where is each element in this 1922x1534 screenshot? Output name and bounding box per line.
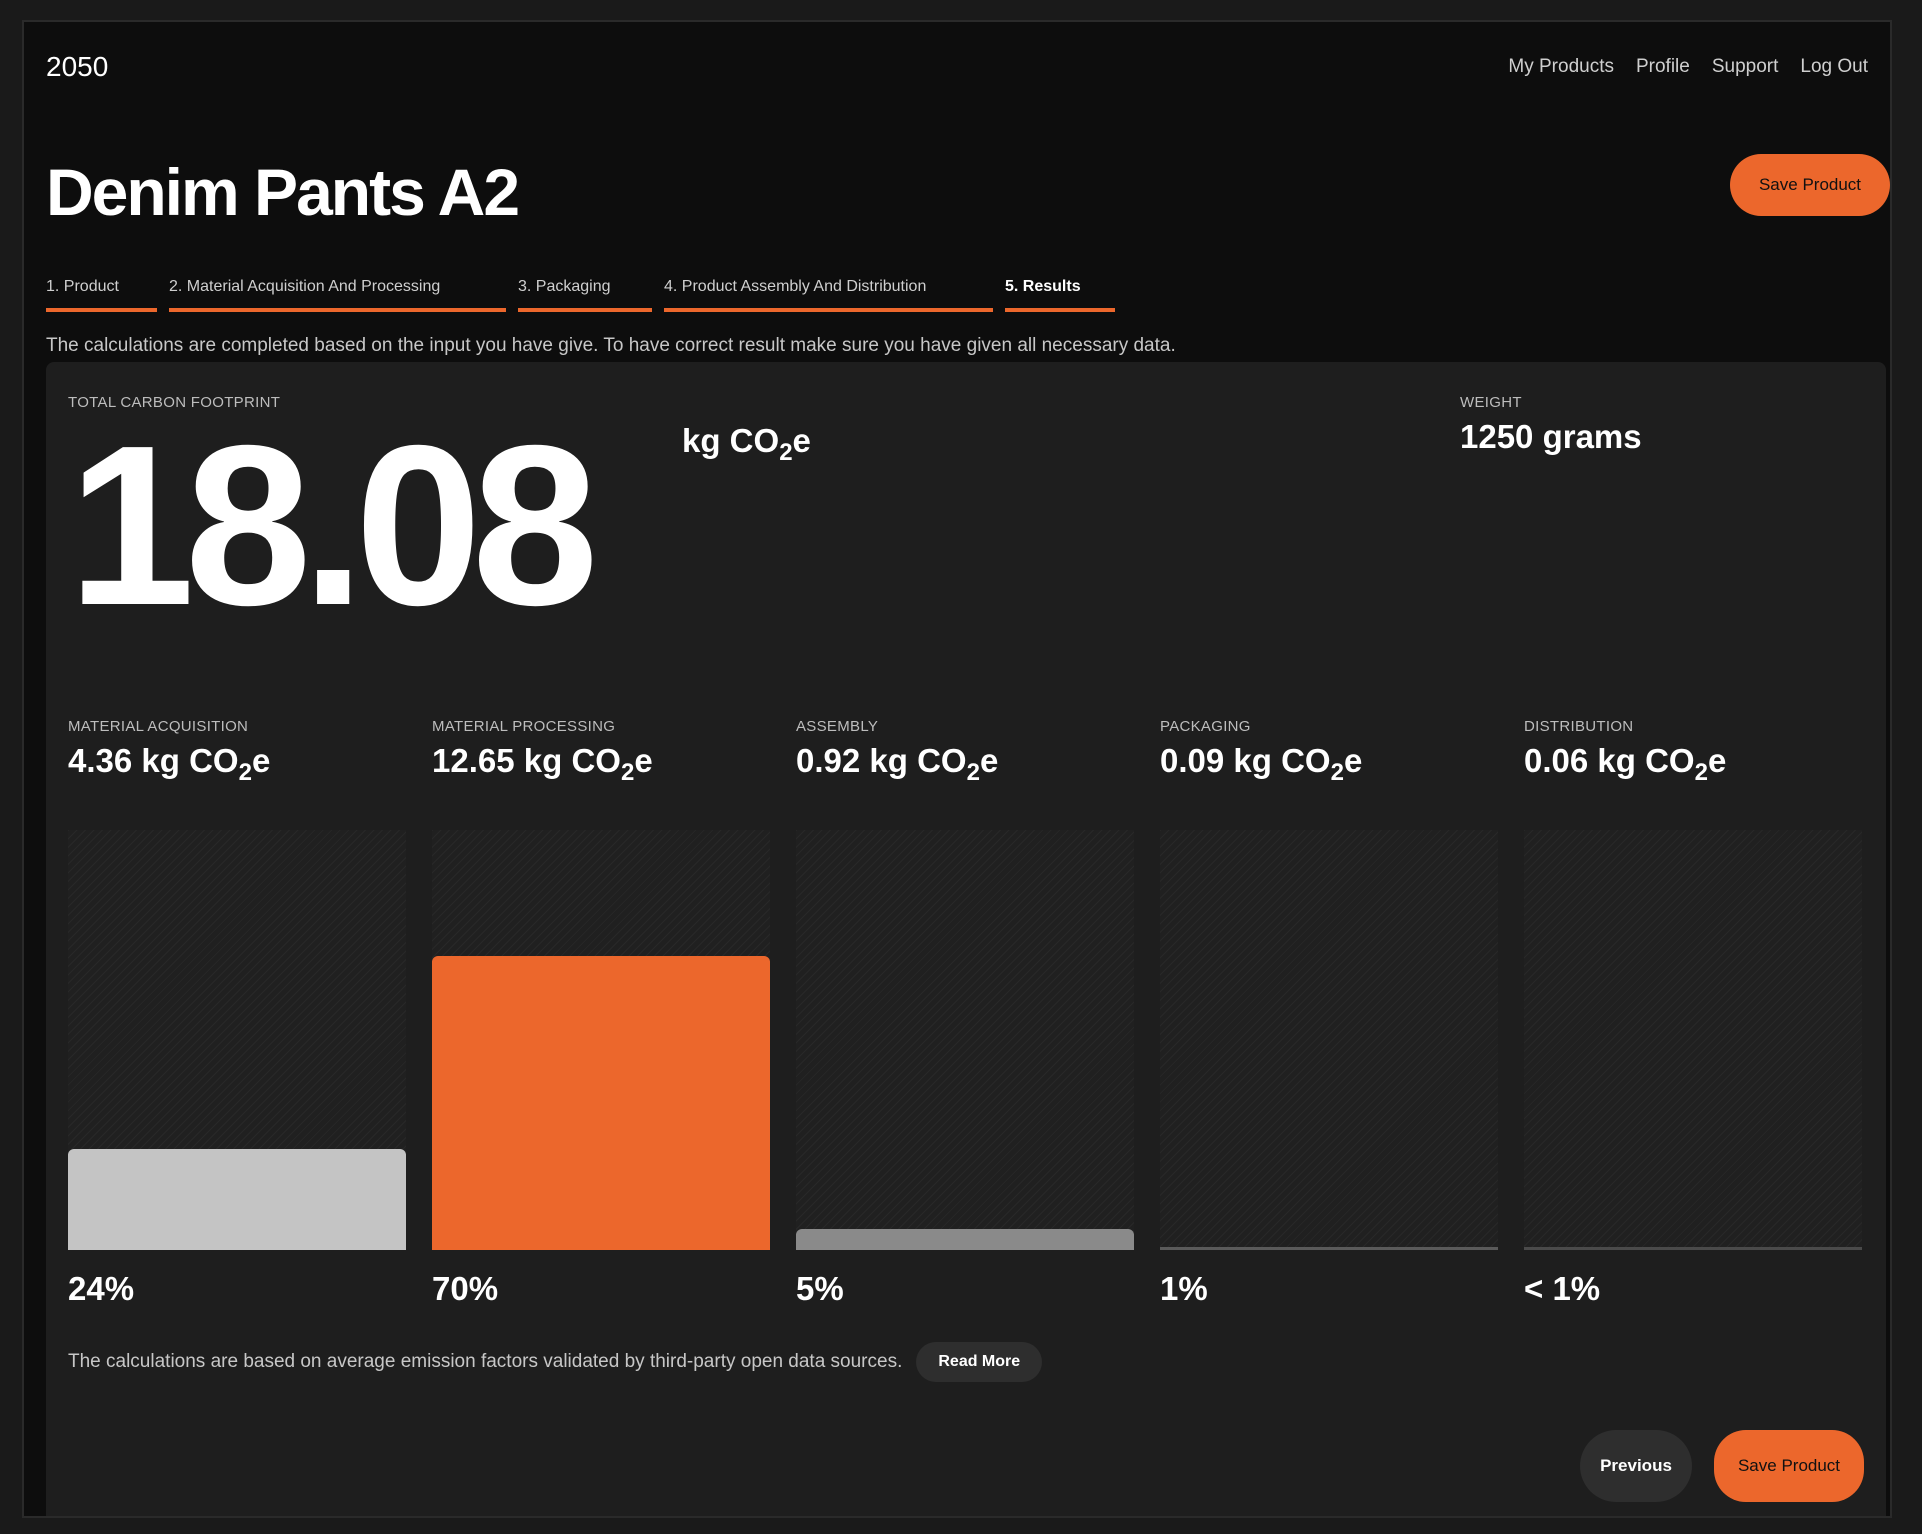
value-number: 0.06 — [1524, 742, 1589, 779]
value-unit-prefix: kg CO — [1233, 742, 1331, 779]
value-unit-suffix: e — [634, 742, 653, 779]
bar-track — [432, 830, 770, 1250]
unit-prefix: kg CO — [682, 422, 780, 459]
tab-material-acquisition[interactable]: 2. Material Acquisition And Processing — [169, 278, 506, 312]
bar-fill — [1160, 1247, 1498, 1250]
bar-track — [796, 830, 1134, 1250]
read-more-button[interactable]: Read More — [916, 1342, 1043, 1382]
nav-my-products[interactable]: My Products — [1508, 56, 1614, 77]
value-space — [515, 742, 524, 779]
category-value: 12.65 kg CO2e — [432, 742, 653, 786]
previous-button[interactable]: Previous — [1580, 1430, 1692, 1502]
app-window: 2050 My Products Profile Support Log Out… — [22, 20, 1892, 1518]
value-unit-prefix: kg CO — [141, 742, 239, 779]
intro-text: The calculations are completed based on … — [46, 335, 1176, 356]
bottom-actions: Previous Save Product — [1580, 1430, 1864, 1502]
percent-label: 70% — [432, 1270, 499, 1307]
percent-label: 1% — [1160, 1270, 1208, 1307]
footer-note: The calculations are based on average em… — [68, 1342, 1043, 1382]
breakdown-chart: MATERIAL ACQUISITION 4.36 kg CO2e 24% MATER… — [68, 718, 1864, 1318]
value-unit-suffix: e — [251, 742, 271, 779]
value-unit-subscript: 2 — [238, 759, 252, 786]
bar-track — [68, 830, 406, 1250]
value-unit-suffix: e — [1343, 742, 1363, 779]
category-label: MATERIAL ACQUISITION — [68, 718, 249, 735]
value-unit-prefix: kg CO — [1597, 742, 1695, 779]
footer-note-text: The calculations are based on average em… — [68, 1351, 903, 1372]
brand-logo[interactable]: 2050 — [46, 51, 109, 82]
bar-fill — [432, 956, 770, 1250]
bar-track — [1160, 830, 1498, 1250]
category-value: 4.36 kg CO2e — [68, 742, 271, 786]
category-label: DISTRIBUTION — [1524, 718, 1634, 735]
results-panel: TOTAL CARBON FOOTPRINT 18.08 kg CO2e WEI… — [46, 362, 1886, 1516]
percent-label: < 1% — [1524, 1270, 1601, 1307]
main-nav: My Products Profile Support Log Out — [1508, 56, 1868, 78]
bar-fill — [1524, 1247, 1862, 1250]
unit-suffix: e — [792, 422, 811, 459]
bar-fill — [796, 1229, 1134, 1250]
value-unit-prefix: kg CO — [523, 742, 621, 779]
total-footprint-unit: kg CO2e — [682, 422, 811, 466]
percent-label: 24% — [68, 1270, 135, 1307]
top-bar: 2050 My Products Profile Support Log Out — [46, 42, 1868, 92]
nav-support[interactable]: Support — [1711, 56, 1779, 77]
value-unit-prefix: kg CO — [869, 742, 967, 779]
value-unit-suffix: e — [1707, 742, 1727, 779]
category-value: 0.06 kg CO2e — [1524, 742, 1727, 786]
percent-label: 5% — [796, 1270, 844, 1307]
bar-fill — [68, 1149, 406, 1250]
unit-subscript: 2 — [779, 439, 793, 466]
page-title: Denim Pants A2 — [46, 155, 520, 229]
value-number: 0.92 — [796, 742, 861, 779]
value-number: 12.65 — [432, 742, 515, 779]
save-product-button-bottom[interactable]: Save Product — [1714, 1430, 1864, 1502]
bar-track — [1524, 830, 1862, 1250]
tab-packaging[interactable]: 3. Packaging — [518, 278, 652, 312]
weight-label: WEIGHT — [1460, 394, 1522, 411]
weight-value: 1250 grams — [1460, 418, 1642, 455]
nav-profile[interactable]: Profile — [1635, 56, 1690, 77]
value-unit-suffix: e — [979, 742, 999, 779]
category-value: 0.09 kg CO2e — [1160, 742, 1363, 786]
tab-product[interactable]: 1. Product — [46, 278, 157, 312]
category-value: 0.92 kg CO2e — [796, 742, 999, 786]
nav-log-out[interactable]: Log Out — [1800, 56, 1868, 77]
value-number: 4.36 — [68, 742, 133, 779]
category-label: ASSEMBLY — [796, 718, 879, 735]
total-footprint-label: TOTAL CARBON FOOTPRINT — [68, 394, 281, 411]
step-tabs: 1. Product 2. Material Acquisition And P… — [46, 278, 1115, 312]
tab-results[interactable]: 5. Results — [1005, 278, 1115, 312]
value-unit-subscript: 2 — [1330, 759, 1344, 786]
value-unit-subscript: 2 — [620, 759, 635, 786]
tab-assembly-distribution[interactable]: 4. Product Assembly And Distribution — [664, 278, 993, 312]
category-label: MATERIAL PROCESSING — [432, 718, 616, 735]
value-unit-subscript: 2 — [1694, 759, 1708, 786]
value-number: 0.09 — [1160, 742, 1225, 779]
value-unit-subscript: 2 — [966, 759, 980, 786]
category-label: PACKAGING — [1160, 718, 1251, 735]
save-product-button-top[interactable]: Save Product — [1730, 154, 1890, 216]
total-footprint-value: 18.08 — [68, 399, 599, 653]
